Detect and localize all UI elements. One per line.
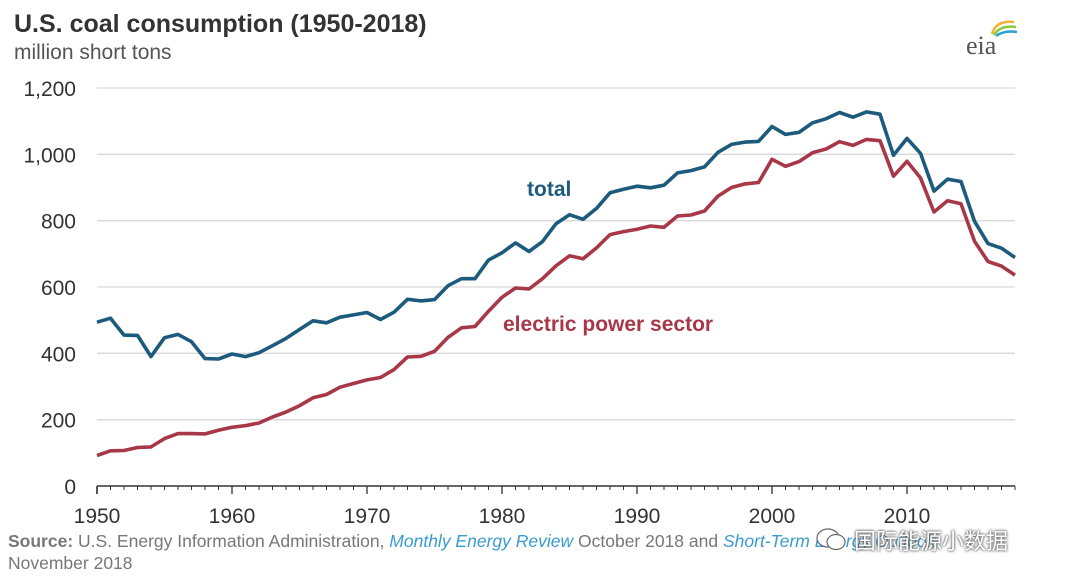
chart-subtitle: million short tons <box>14 41 172 64</box>
y-tick-label: 1,200 <box>23 78 76 101</box>
y-tick-label: 200 <box>41 410 76 433</box>
x-tick-label: 2000 <box>749 505 796 528</box>
source-text-2: October 2018 and <box>578 531 719 551</box>
source-text-1: U.S. Energy Information Administration, <box>78 531 385 551</box>
total-series-label: total <box>527 178 571 201</box>
y-tick-label: 1,000 <box>23 144 76 167</box>
y-tick-label: 0 <box>64 476 76 499</box>
chat-bubble-icon <box>816 528 846 551</box>
chart-title: U.S. coal consumption (1950-2018) <box>14 10 427 38</box>
total-series-line <box>96 110 1017 361</box>
electric-power-series-label: electric power sector <box>503 313 713 336</box>
x-tick-label: 1960 <box>209 505 256 528</box>
watermark-text: 国际能源小数据 <box>854 530 1009 555</box>
x-tick-label: 2010 <box>884 505 931 528</box>
x-tick-label: 1950 <box>74 505 121 528</box>
source-text-3: November 2018 <box>8 553 133 573</box>
watermark: 国际能源小数据 <box>816 524 1008 556</box>
eia-logo-text: eia <box>966 31 997 60</box>
source-label: Source: <box>8 531 74 551</box>
x-tick-label: 1970 <box>344 505 391 528</box>
eia-logo: eia <box>966 20 1018 60</box>
source-publication-1[interactable]: Monthly Energy Review <box>389 531 574 551</box>
y-tick-label: 400 <box>41 343 76 366</box>
electric-power-series-line <box>96 137 1016 458</box>
x-tick-label: 1990 <box>614 505 661 528</box>
y-tick-label: 600 <box>41 277 76 300</box>
y-tick-label: 800 <box>41 211 76 234</box>
x-tick-label: 1980 <box>479 505 526 528</box>
